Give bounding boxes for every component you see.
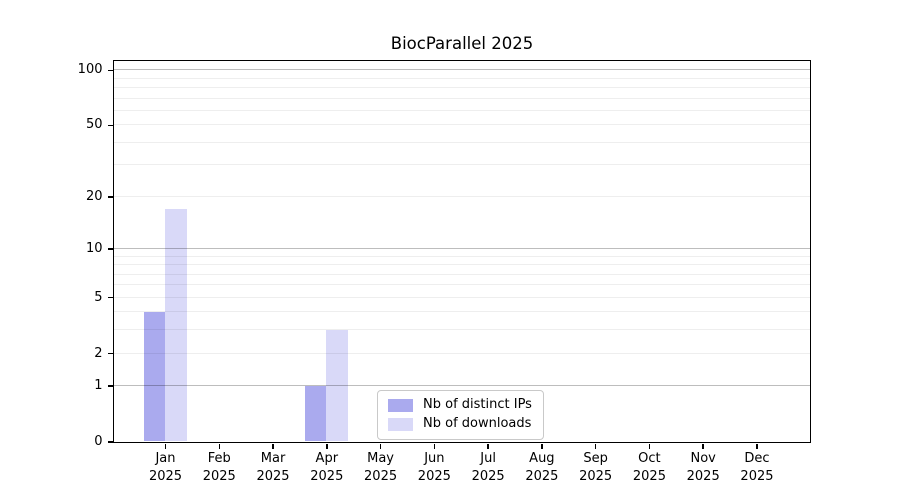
x-tick-label-jun: Jun 2025	[402, 450, 466, 485]
y-tick-label: 50	[85, 117, 103, 133]
gridline-minor	[113, 264, 810, 266]
gridline-minor	[113, 284, 810, 286]
legend: Nb of distinct IPs Nb of downloads	[377, 390, 544, 440]
y-tick-label: 0	[94, 434, 103, 449]
y-tick-label: 5	[94, 289, 103, 305]
x-tick-mark	[379, 443, 382, 449]
x-tick-mark	[648, 443, 651, 449]
bar-downloads-apr	[326, 329, 348, 442]
month-label: Apr	[315, 451, 339, 466]
legend-swatch-distinct-ips	[388, 398, 413, 412]
y-tick-label: 10	[85, 240, 103, 256]
x-tick-label-jul: Jul 2025	[456, 450, 520, 485]
x-tick-label-nov: Nov 2025	[671, 450, 735, 485]
y-tick-label: 2	[94, 345, 103, 361]
y-tick-label: 20	[85, 188, 103, 204]
x-tick-label-aug: Aug 2025	[510, 450, 574, 485]
x-tick-mark	[541, 443, 543, 449]
x-tick-mark	[594, 443, 597, 449]
month-label: Oct	[638, 451, 661, 466]
bar-downloads-jan	[165, 208, 187, 442]
gridline-minor	[113, 255, 810, 257]
year-label: 2025	[202, 468, 236, 484]
x-tick-label-dec: Dec 2025	[725, 450, 789, 485]
legend-swatch-downloads	[388, 417, 413, 431]
gridline-major	[113, 69, 810, 71]
legend-row-distinct-ips: Nb of distinct IPs	[388, 397, 532, 413]
gridline-minor	[113, 141, 810, 143]
year-label: 2025	[632, 468, 666, 484]
gridline-minor	[113, 164, 810, 166]
gridline-minor	[113, 296, 810, 298]
gridline-minor	[113, 311, 810, 313]
x-tick-label-apr: Apr 2025	[295, 450, 359, 485]
legend-label-distinct-ips: Nb of distinct IPs	[423, 397, 532, 412]
x-tick-mark	[702, 443, 704, 449]
month-label: Jul	[480, 451, 496, 466]
month-label: Sep	[583, 451, 608, 466]
x-tick-mark	[487, 443, 489, 449]
month-label: Nov	[690, 451, 716, 466]
x-tick-mark	[164, 443, 167, 449]
month-label: Jun	[424, 451, 445, 466]
x-tick-mark	[756, 443, 758, 449]
y-tick-label: 1	[94, 378, 103, 394]
y-tick-mark	[107, 352, 113, 355]
legend-label-downloads: Nb of downloads	[423, 416, 532, 431]
x-tick-label-jan: Jan 2025	[134, 450, 198, 485]
gridline-minor	[113, 124, 810, 126]
month-label: May	[367, 451, 395, 466]
y-tick-mark	[107, 196, 113, 198]
year-label: 2025	[310, 468, 344, 484]
month-label: Feb	[207, 451, 231, 466]
y-tick-mark	[107, 296, 113, 299]
year-label: 2025	[417, 468, 451, 484]
year-label: 2025	[148, 468, 183, 484]
gridline-minor	[113, 329, 810, 331]
gridline-minor	[113, 97, 810, 99]
gridline-minor	[113, 109, 810, 111]
y-tick-mark	[107, 124, 113, 127]
year-label: 2025	[471, 468, 505, 484]
gridline-minor	[113, 87, 810, 89]
bar-distinct-ips-jan	[143, 311, 165, 442]
y-tick-label: 100	[77, 62, 103, 78]
chart-title: BiocParallel 2025	[390, 34, 534, 53]
gridline-minor	[113, 273, 810, 275]
y-tick-mark	[107, 441, 113, 443]
year-label: 2025	[364, 468, 398, 484]
gridline-minor	[113, 195, 810, 197]
x-tick-mark	[433, 443, 436, 449]
plot-area	[112, 59, 811, 443]
legend-row-downloads: Nb of downloads	[388, 416, 532, 432]
x-tick-label-oct: Oct 2025	[617, 450, 681, 485]
gridline-major	[113, 385, 810, 387]
year-label: 2025	[686, 468, 720, 484]
year-label: 2025	[525, 468, 559, 484]
month-label: Mar	[260, 451, 286, 466]
y-tick-mark	[107, 69, 113, 71]
month-label: Jan	[155, 451, 176, 466]
year-label: 2025	[256, 468, 290, 484]
x-tick-label-mar: Mar 2025	[241, 450, 305, 485]
y-tick-mark	[107, 248, 113, 250]
x-tick-label-may: May 2025	[349, 450, 413, 485]
gridline-minor	[113, 352, 810, 354]
x-tick-mark	[326, 443, 328, 449]
gridline-major	[113, 247, 810, 249]
month-label: Dec	[744, 451, 770, 466]
x-tick-mark	[272, 443, 274, 449]
bar-distinct-ips-apr	[304, 385, 327, 442]
x-tick-mark	[218, 443, 221, 449]
gridline-minor	[113, 77, 810, 79]
x-tick-label-sep: Sep 2025	[564, 450, 628, 485]
year-label: 2025	[579, 468, 613, 484]
month-label: Aug	[529, 451, 555, 466]
x-tick-label-feb: Feb 2025	[187, 450, 251, 485]
year-label: 2025	[740, 468, 774, 484]
y-tick-mark	[107, 385, 113, 387]
